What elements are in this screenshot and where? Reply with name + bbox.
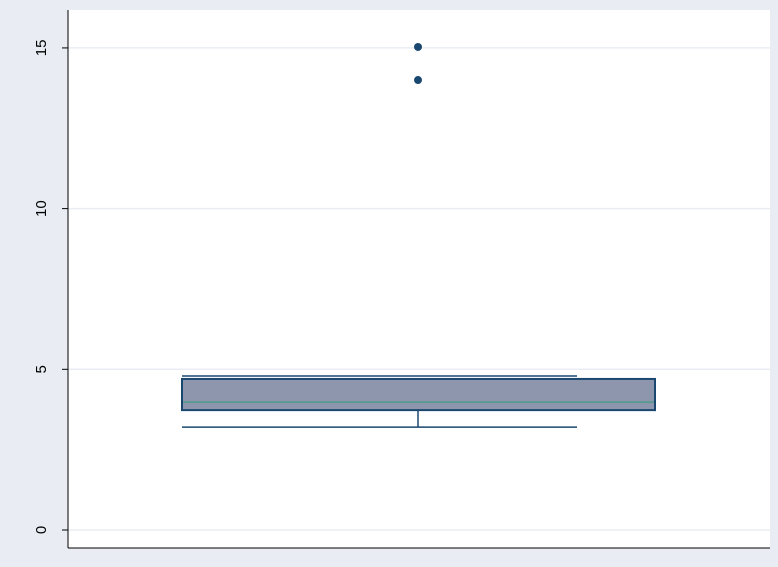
plot-area	[68, 10, 770, 548]
y-tick-label: 0	[33, 526, 50, 534]
y-tick-label: 10	[33, 200, 50, 217]
y-tick-label: 15	[33, 40, 50, 57]
outlier	[414, 76, 422, 85]
box	[181, 377, 656, 412]
y-tick-label: 5	[33, 365, 50, 373]
outlier	[414, 42, 422, 51]
